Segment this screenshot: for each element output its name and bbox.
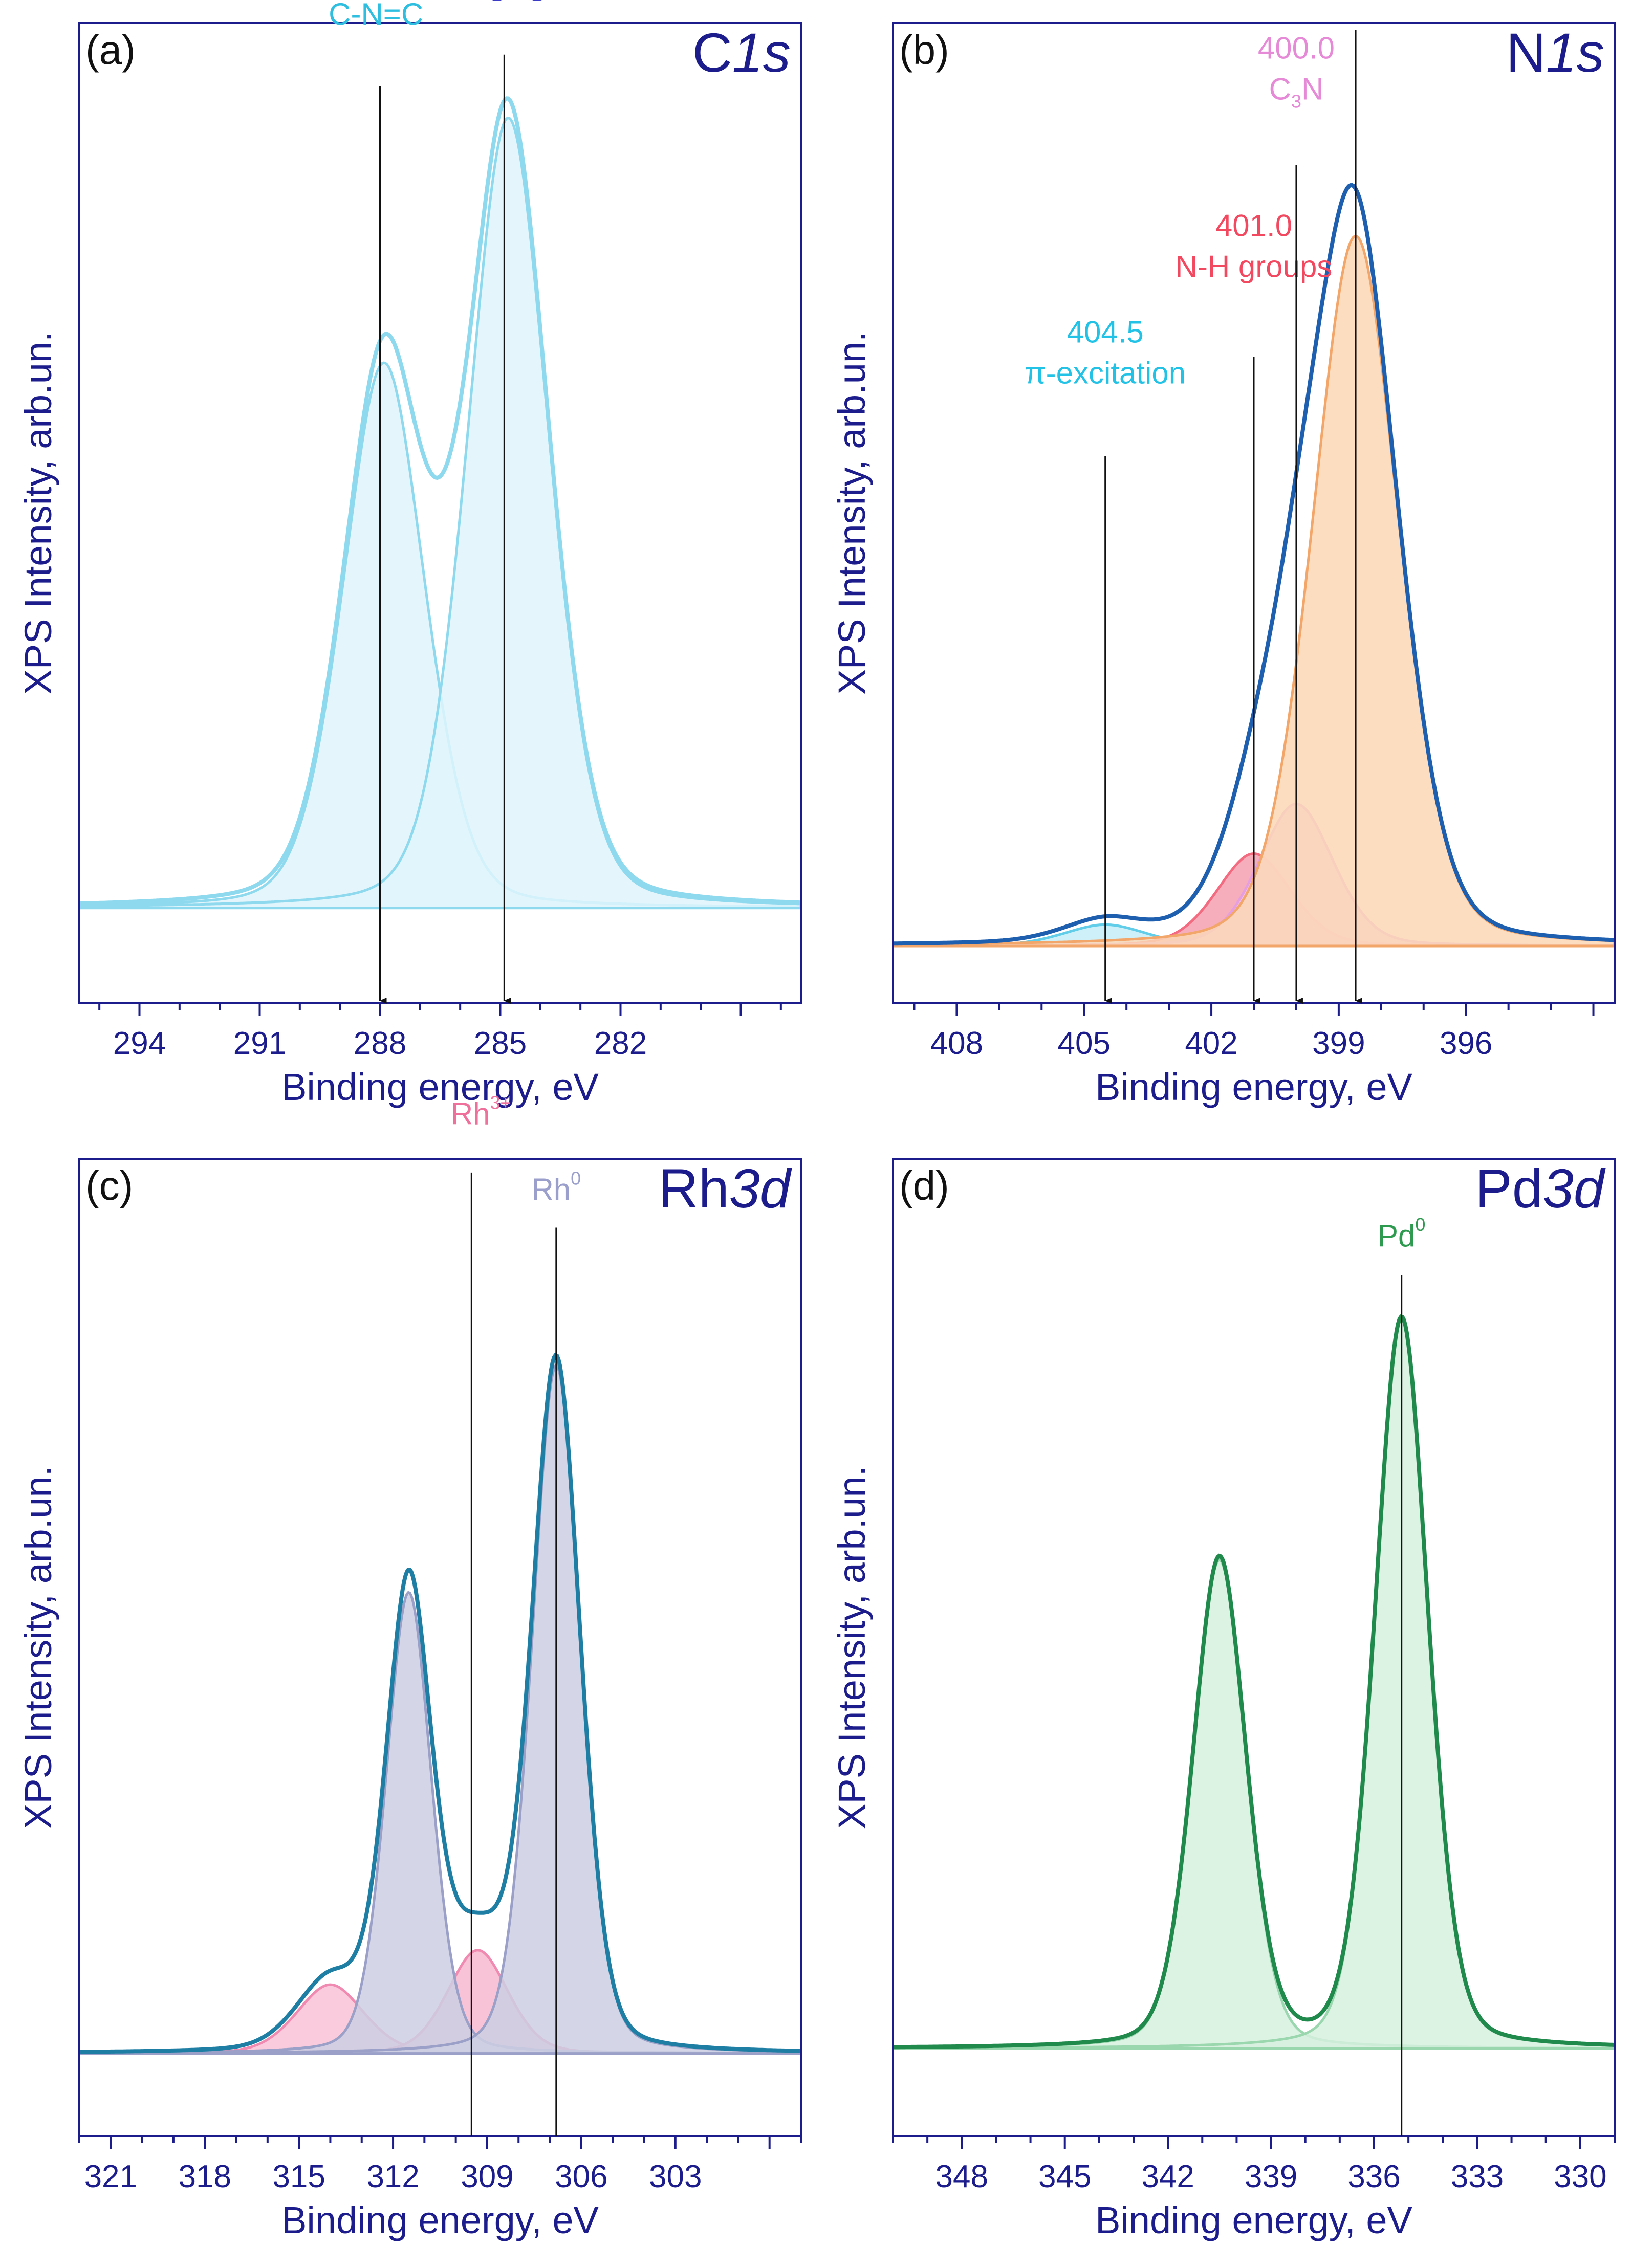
x-tick-label: 282	[594, 1026, 647, 1061]
label-superscript: 3+	[490, 1092, 511, 1113]
x-tick-label: 348	[935, 2159, 988, 2194]
x-tick-label: 333	[1451, 2159, 1504, 2194]
component-peak	[893, 1558, 1615, 2050]
label-superscript: 0	[571, 1168, 581, 1189]
peak-assignment-label: C3N	[1269, 72, 1324, 112]
x-tick-label: 303	[649, 2159, 702, 2194]
x-tick-label: 315	[272, 2159, 325, 2194]
panel-title-element: N	[1506, 21, 1546, 83]
label-part: C	[1269, 72, 1291, 106]
panel-title-orbital: 3d	[1543, 1157, 1606, 1219]
x-axis-label: Binding energy, eV	[281, 2199, 599, 2241]
y-axis-label: XPS Intensity, arb.un.	[17, 331, 59, 694]
x-axis-label: Binding energy, eV	[1095, 1066, 1412, 1108]
x-tick-label: 396	[1440, 1026, 1492, 1061]
panel-title-element: C	[692, 21, 732, 83]
panel-a: 294 291 288 285 282 Binding energy, eV XPS Int…	[17, 0, 802, 1108]
panel-title-orbital: 1s	[1546, 21, 1604, 83]
y-axis-label: XPS Intensity, arb.un.	[831, 1466, 873, 1829]
label-part: Rh	[451, 1097, 490, 1131]
x-tick-label: 309	[461, 2159, 513, 2194]
label-part: Rh	[531, 1173, 571, 1207]
panel-b: 408 405 402 399 396 Binding energy, eV XPS Int…	[831, 21, 1616, 1108]
panel-label: (a)	[85, 27, 136, 73]
plot-area	[79, 96, 801, 910]
envelope-line	[79, 96, 801, 906]
x-tick-label: 336	[1347, 2159, 1400, 2194]
panel-d: 348 345 342 339 336 333 330 Binding energy, eV X…	[831, 1157, 1616, 2241]
label-part: N	[1301, 72, 1323, 106]
x-axis-label: Binding energy, eV	[1095, 2199, 1412, 2241]
y-axis-label: XPS Intensity, arb.un.	[17, 1466, 59, 1829]
x-tick-label: 405	[1058, 1026, 1111, 1061]
x-tick-label: 330	[1554, 2159, 1606, 2194]
peak-assignment-label: C=C	[485, 0, 548, 7]
panel-title-element: Pd	[1475, 1157, 1543, 1219]
peak-energy-label: 404.5	[1067, 315, 1144, 349]
envelope-line	[893, 1314, 1615, 2050]
plot-area	[79, 1352, 801, 2055]
plot-frame	[78, 22, 802, 1004]
peak-assignment-label: π-excitation	[1025, 356, 1186, 390]
x-tick-label: 294	[113, 1026, 166, 1061]
x-tick-label: 345	[1038, 2159, 1091, 2194]
x-tick-label: 342	[1141, 2159, 1194, 2194]
component-peak	[79, 116, 801, 910]
label-superscript: 0	[1415, 1214, 1425, 1235]
peak-assignment-label: Rh3+	[451, 1092, 511, 1131]
x-tick-label: 321	[84, 2159, 137, 2194]
panel-label: (d)	[899, 1163, 949, 1208]
x-tick-label: 312	[366, 2159, 419, 2194]
panel-title: Pd3d	[1475, 1157, 1606, 1219]
x-tick-label: 408	[930, 1026, 983, 1061]
y-axis-label: XPS Intensity, arb.un.	[831, 331, 873, 694]
envelope-line	[79, 1352, 801, 2054]
panel-title-element: Rh	[659, 1157, 729, 1219]
x-tick-label: 399	[1312, 1026, 1365, 1061]
peak-assignment-label: C-N=C	[329, 0, 423, 31]
panel-title-orbital: 1s	[732, 21, 791, 83]
x-tick-label: 306	[555, 2159, 607, 2194]
peak-assignment-label: Rh0	[531, 1168, 581, 1207]
peak-assignment-label: N-H groups	[1176, 249, 1333, 283]
x-tick-label: 402	[1185, 1026, 1237, 1061]
panel-label: (b)	[899, 27, 949, 73]
plot-frame	[78, 1158, 802, 2137]
peak-energy-label: 400.0	[1258, 31, 1335, 65]
panel-title: C1s	[692, 21, 791, 83]
x-tick-label: 285	[474, 1026, 527, 1061]
plot-frame	[892, 1158, 1616, 2137]
panel-title-orbital: 3d	[729, 1157, 792, 1219]
panel-title: N1s	[1506, 21, 1604, 83]
plot-area	[893, 1314, 1615, 2050]
x-tick-label: 339	[1245, 2159, 1297, 2194]
panel-c: 321 318 315 312 309 306 303 Binding energy, eV X…	[17, 1092, 802, 2241]
x-axis-label: Binding energy, eV	[281, 1066, 599, 1108]
x-tick-label: 291	[233, 1026, 286, 1061]
peak-assignment-label: Pd0	[1378, 1214, 1425, 1253]
x-tick-label: 288	[354, 1026, 406, 1061]
label-part: Pd	[1378, 1219, 1415, 1253]
label-subscript: 3	[1291, 91, 1301, 112]
panel-title: Rh3d	[659, 1157, 792, 1219]
panel-label: (c)	[85, 1163, 133, 1208]
x-tick-label: 318	[178, 2159, 231, 2194]
peak-energy-label: 401.0	[1215, 208, 1292, 243]
